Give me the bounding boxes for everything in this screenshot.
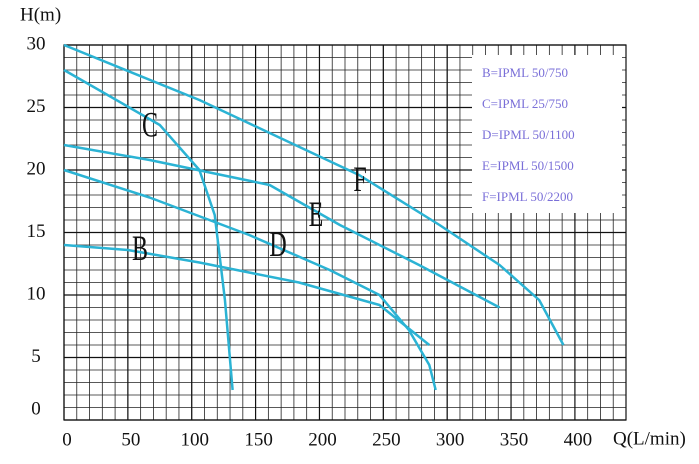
x-tick-label: 400	[564, 429, 593, 450]
legend-entry: D=IPML 50/1100	[482, 127, 575, 142]
y-tick-label: 30	[27, 33, 46, 54]
curve-label: B	[132, 228, 148, 268]
legend-box	[472, 55, 622, 213]
curve	[63, 168, 437, 391]
y-tick-label: 10	[27, 283, 46, 304]
y-tick-label: 20	[27, 158, 46, 179]
plot-border	[63, 44, 627, 421]
legend-entry: B=IPML 50/750	[482, 65, 568, 80]
y-tick-label: 15	[27, 221, 46, 242]
legend-entry: F=IPML 50/2200	[482, 189, 573, 204]
curve	[63, 143, 501, 309]
y-tick-label: 5	[31, 346, 41, 367]
curve	[63, 243, 431, 346]
curve	[63, 68, 234, 391]
y-tick-label: 25	[27, 96, 46, 117]
x-tick-label: 350	[500, 429, 529, 450]
curve-label: E	[309, 194, 324, 234]
legend-entry: E=IPML 50/1500	[482, 158, 574, 173]
x-tick-label: 0	[62, 429, 72, 450]
x-tick-label: 300	[436, 429, 465, 450]
y-axis-label: H(m)	[20, 4, 61, 25]
x-tick-label: 200	[308, 429, 337, 450]
curve-label: F	[353, 159, 366, 199]
x-tick-label: 150	[244, 429, 273, 450]
curve	[63, 43, 565, 346]
x-axis-label: Q(L/min)	[613, 428, 686, 449]
legend-entry: C=IPML 25/750	[482, 96, 568, 111]
y-tick-label: 0	[31, 398, 41, 419]
curve-label: C	[142, 104, 158, 144]
x-tick-label: 250	[372, 429, 401, 450]
curve-label: D	[269, 224, 286, 264]
x-tick-label: 50	[121, 429, 140, 450]
x-tick-label: 100	[180, 429, 209, 450]
